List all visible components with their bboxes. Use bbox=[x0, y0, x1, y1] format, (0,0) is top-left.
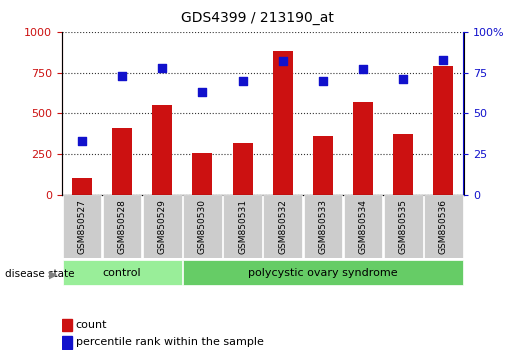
Point bbox=[118, 73, 126, 79]
Bar bbox=[112, 128, 132, 195]
Bar bbox=[152, 105, 172, 195]
Text: ▶: ▶ bbox=[49, 269, 58, 279]
Bar bbox=[232, 143, 252, 195]
Text: GSM850529: GSM850529 bbox=[158, 199, 167, 254]
FancyBboxPatch shape bbox=[264, 195, 302, 258]
FancyBboxPatch shape bbox=[63, 195, 101, 258]
Text: polycystic ovary syndrome: polycystic ovary syndrome bbox=[248, 268, 398, 278]
Point bbox=[158, 65, 166, 70]
Point bbox=[319, 78, 327, 84]
Text: GSM850535: GSM850535 bbox=[399, 199, 408, 254]
Text: disease state: disease state bbox=[5, 269, 75, 279]
Text: GDS4399 / 213190_at: GDS4399 / 213190_at bbox=[181, 11, 334, 25]
Text: GSM850536: GSM850536 bbox=[439, 199, 448, 254]
FancyBboxPatch shape bbox=[344, 195, 382, 258]
FancyBboxPatch shape bbox=[183, 195, 221, 258]
Point bbox=[238, 78, 247, 84]
FancyBboxPatch shape bbox=[224, 195, 262, 258]
Point bbox=[78, 138, 86, 144]
Point bbox=[359, 67, 367, 72]
FancyBboxPatch shape bbox=[103, 195, 141, 258]
Text: GSM850530: GSM850530 bbox=[198, 199, 207, 254]
Bar bbox=[72, 178, 92, 195]
FancyBboxPatch shape bbox=[304, 195, 342, 258]
FancyBboxPatch shape bbox=[183, 260, 462, 285]
FancyBboxPatch shape bbox=[384, 195, 422, 258]
Bar bbox=[353, 102, 373, 195]
Bar bbox=[433, 66, 453, 195]
Text: GSM850534: GSM850534 bbox=[358, 199, 368, 254]
FancyBboxPatch shape bbox=[63, 260, 181, 285]
Bar bbox=[313, 136, 333, 195]
Point bbox=[279, 58, 287, 64]
Point bbox=[399, 76, 407, 82]
Text: GSM850528: GSM850528 bbox=[117, 199, 127, 254]
FancyBboxPatch shape bbox=[424, 195, 462, 258]
Text: count: count bbox=[76, 320, 107, 330]
Text: control: control bbox=[102, 268, 141, 278]
Point bbox=[198, 89, 207, 95]
Text: GSM850533: GSM850533 bbox=[318, 199, 328, 254]
FancyBboxPatch shape bbox=[143, 195, 181, 258]
Point bbox=[439, 57, 448, 62]
Bar bbox=[62, 336, 72, 349]
Text: percentile rank within the sample: percentile rank within the sample bbox=[76, 337, 264, 347]
Text: GSM850527: GSM850527 bbox=[77, 199, 87, 254]
Text: GSM850532: GSM850532 bbox=[278, 199, 287, 254]
Bar bbox=[192, 153, 212, 195]
Text: GSM850531: GSM850531 bbox=[238, 199, 247, 254]
Bar bbox=[393, 135, 413, 195]
Bar bbox=[273, 51, 293, 195]
Bar bbox=[62, 319, 72, 331]
